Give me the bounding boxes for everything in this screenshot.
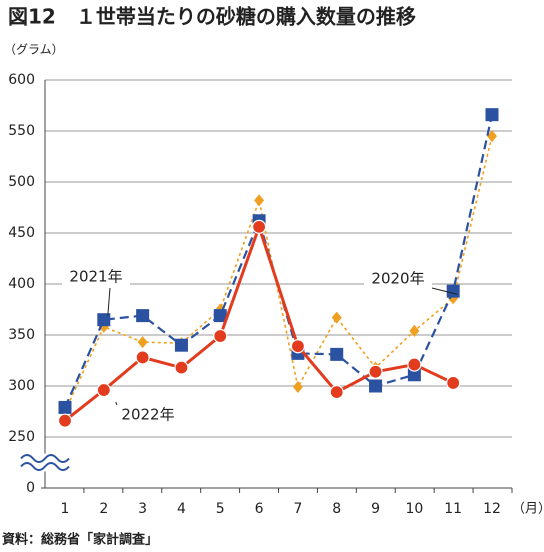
x-tick-label: 1 (61, 501, 70, 517)
marker (57, 413, 73, 428)
marker (96, 382, 111, 398)
marker (487, 130, 497, 143)
x-tick-label: 5 (216, 501, 225, 517)
label-bg (62, 267, 130, 287)
marker (137, 336, 148, 349)
series-label: 2020年 (371, 270, 424, 288)
x-tick-label: 10 (405, 501, 423, 517)
y-tick-label: 550 (8, 123, 35, 139)
marker (407, 368, 421, 382)
source: 資料：総務省「家計調査」 (2, 532, 158, 548)
y-tick-label: 400 (8, 276, 35, 292)
marker (369, 379, 383, 393)
y-tick-label: 500 (8, 174, 35, 190)
chart-title: 図12 １世帯当たりの砂糖の購入数量の推移 (8, 5, 416, 29)
x-tick-label: 12 (483, 501, 501, 517)
y-tick-label: 0 (26, 480, 35, 496)
marker (407, 357, 422, 372)
marker (136, 309, 150, 323)
marker (485, 108, 499, 122)
marker (254, 194, 265, 207)
marker (330, 347, 344, 361)
series-line (63, 114, 494, 408)
marker (174, 338, 188, 352)
y-tick-label: 450 (8, 225, 35, 241)
marker (368, 364, 383, 379)
label-leader (107, 287, 111, 316)
marker (251, 219, 267, 234)
marker (213, 309, 227, 323)
axis-break (20, 454, 70, 463)
label-bg (364, 269, 432, 289)
marker (97, 313, 111, 327)
series-line (64, 222, 454, 422)
marker (292, 381, 303, 394)
x-axis-label: （月） (512, 502, 544, 517)
x-tick-label: 9 (371, 501, 380, 517)
marker (446, 375, 461, 391)
y-tick-label: 250 (8, 429, 35, 445)
y-tick-label: 600 (8, 72, 35, 88)
x-tick-label: 6 (255, 501, 264, 517)
marker (329, 385, 344, 400)
marker (135, 350, 150, 365)
x-tick-label: 7 (293, 501, 302, 517)
series-line (64, 135, 493, 412)
marker (446, 284, 460, 298)
series-label: 2022年 (121, 406, 174, 424)
label-leader (431, 287, 458, 295)
x-tick-label: 11 (444, 501, 462, 517)
axis-break (20, 462, 70, 471)
y-tick-label: 300 (8, 378, 35, 394)
label-bg (114, 405, 182, 425)
series-label: 2021年 (69, 268, 122, 286)
marker (409, 324, 420, 337)
marker (174, 360, 189, 375)
x-tick-label: 3 (138, 501, 147, 517)
marker (290, 339, 306, 354)
x-tick-label: 8 (332, 501, 341, 517)
marker (213, 328, 228, 344)
x-tick-label: 4 (177, 501, 186, 517)
y-axis-label: （グラム） (4, 43, 64, 57)
marker (331, 311, 342, 324)
x-tick-label: 2 (99, 501, 108, 517)
y-tick-label: 350 (8, 327, 35, 343)
marker (58, 400, 72, 414)
